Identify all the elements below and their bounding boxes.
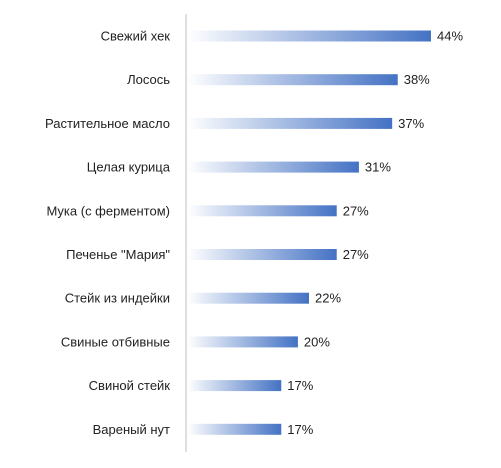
category-label: Вареный нут [93,422,170,437]
category-label: Растительное масло [45,116,170,131]
bar [187,30,431,42]
category-label: Свиные отбивные [61,334,170,349]
category-label: Лосось [127,72,170,87]
bar [187,117,393,129]
category-label: Целая курица [87,160,171,175]
bar [187,249,337,260]
category-label: Свиной стейк [89,378,171,393]
data-label: 17% [287,378,313,393]
bar [187,161,359,173]
bar [187,336,298,348]
data-label: 44% [437,29,463,44]
bar [187,423,282,435]
category-label: Свежий хек [101,29,171,44]
category-label: Печенье "Мария" [66,247,170,262]
data-label: 22% [315,291,341,306]
bar [187,74,398,86]
bar [187,292,309,304]
data-label: 38% [404,72,430,87]
data-label: 31% [365,160,391,175]
data-label: 27% [343,247,369,262]
data-label: 20% [304,334,330,349]
bar [187,205,337,217]
bar [187,380,282,392]
data-label: 37% [398,116,424,131]
category-label: Стейк из индейки [65,291,170,306]
bars: Свежий хек 44% Лосось 38% Растительное масло… [45,29,463,437]
category-label: Мука (с ферментом) [46,203,170,218]
data-label: 27% [343,203,369,218]
data-label: 17% [287,422,313,437]
